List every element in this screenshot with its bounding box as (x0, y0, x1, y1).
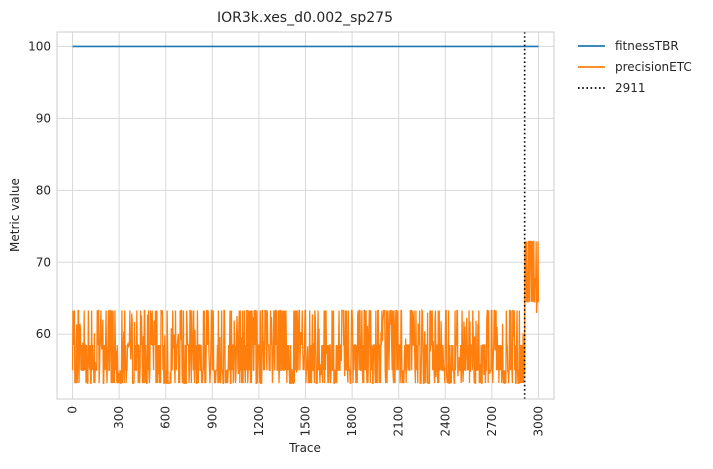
chart-title: IOR3k.xes_d0.002_sp275 (217, 10, 393, 26)
x-axis-ticks: 0 300 600 900 1200 1500 1800 2100 2400 2700 3000 (66, 406, 546, 437)
legend-entry-drift: 2911 (578, 81, 646, 95)
x-tick-label: 2400 (438, 406, 452, 437)
legend-entry-fitnesstbr: fitnessTBR (578, 39, 679, 53)
plot-area-frame (56, 31, 555, 400)
plot-series (71, 32, 540, 399)
y-axis-ticks: 60 70 80 90 100 (28, 39, 51, 341)
y-tick-label: 90 (36, 111, 51, 125)
x-tick-label: 1200 (252, 406, 266, 437)
y-tick-label: 100 (28, 39, 51, 53)
series-line-precisionetc (71, 240, 540, 384)
y-axis-label: Metric value (8, 178, 22, 252)
x-tick-label: 1800 (345, 406, 359, 437)
legend-label: 2911 (615, 81, 646, 95)
x-tick-label: 3000 (531, 406, 545, 437)
y-tick-label: 70 (36, 255, 51, 269)
y-tick-label: 60 (36, 327, 51, 341)
legend: fitnessTBR precisionETC 2911 (578, 39, 692, 95)
x-tick-label: 0 (66, 406, 80, 414)
x-tick-label: 2100 (392, 406, 406, 437)
x-tick-label: 1500 (299, 406, 313, 437)
legend-label: fitnessTBR (615, 39, 679, 53)
x-tick-label: 600 (159, 406, 173, 429)
legend-entry-precisionetc: precisionETC (578, 60, 692, 74)
x-tick-label: 2700 (485, 406, 499, 437)
x-axis-label: Trace (288, 441, 321, 455)
y-tick-label: 80 (36, 183, 51, 197)
x-tick-label: 300 (112, 406, 126, 429)
legend-label: precisionETC (615, 60, 692, 74)
x-tick-label: 900 (205, 406, 219, 429)
